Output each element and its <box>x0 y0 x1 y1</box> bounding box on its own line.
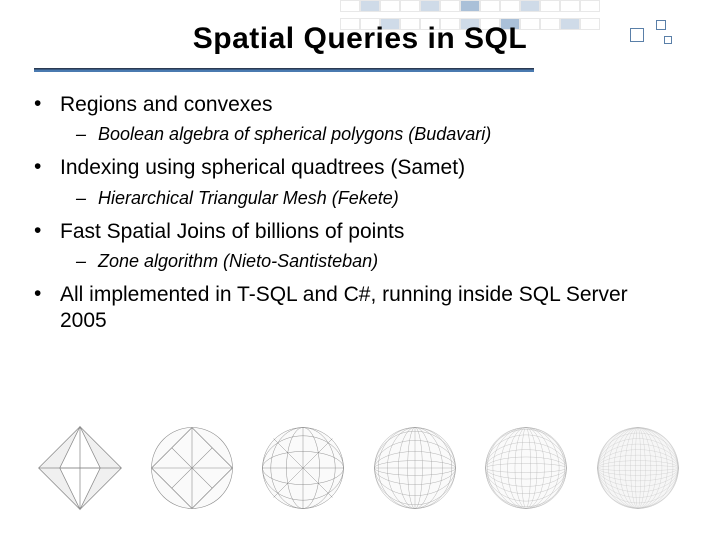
bullet-l2: –Boolean algebra of spherical polygons (… <box>76 124 674 145</box>
bullet-l1: •All implemented in T-SQL and C#, runnin… <box>34 282 674 335</box>
bullet-l1: •Regions and convexes <box>34 92 674 118</box>
bullet-dash-icon: – <box>76 188 98 209</box>
bullet-text: Hierarchical Triangular Mesh (Fekete) <box>98 188 674 209</box>
bullet-dot-icon: • <box>34 92 60 116</box>
bullet-text: Indexing using spherical quadtrees (Same… <box>60 155 674 181</box>
bullet-dot-icon: • <box>34 219 60 243</box>
slide-title: Spatial Queries in SQL <box>0 22 720 56</box>
bullet-text: All implemented in T-SQL and C#, running… <box>60 282 674 335</box>
bullet-text: Regions and convexes <box>60 92 674 118</box>
htm-sphere-4-icon <box>480 422 572 514</box>
bullet-list: •Regions and convexes –Boolean algebra o… <box>34 92 674 340</box>
title-underline <box>34 68 534 72</box>
bullet-dash-icon: – <box>76 124 98 145</box>
bullet-text: Zone algorithm (Nieto-Santisteban) <box>98 251 674 272</box>
htm-sphere-3-icon <box>369 422 461 514</box>
bullet-text: Boolean algebra of spherical polygons (B… <box>98 124 674 145</box>
htm-sphere-2-icon <box>257 422 349 514</box>
bullet-text: Fast Spatial Joins of billions of points <box>60 219 674 245</box>
htm-sphere-1-icon <box>146 422 238 514</box>
bullet-dot-icon: • <box>34 282 60 306</box>
htm-sphere-5-icon <box>592 422 684 514</box>
htm-sphere-0-icon <box>34 422 126 514</box>
bullet-l1: •Indexing using spherical quadtrees (Sam… <box>34 155 674 181</box>
bullet-l2: –Zone algorithm (Nieto-Santisteban) <box>76 251 674 272</box>
bullet-dash-icon: – <box>76 251 98 272</box>
htm-sphere-row <box>34 420 684 516</box>
bullet-dot-icon: • <box>34 155 60 179</box>
bullet-l2: –Hierarchical Triangular Mesh (Fekete) <box>76 188 674 209</box>
bullet-l1: •Fast Spatial Joins of billions of point… <box>34 219 674 245</box>
